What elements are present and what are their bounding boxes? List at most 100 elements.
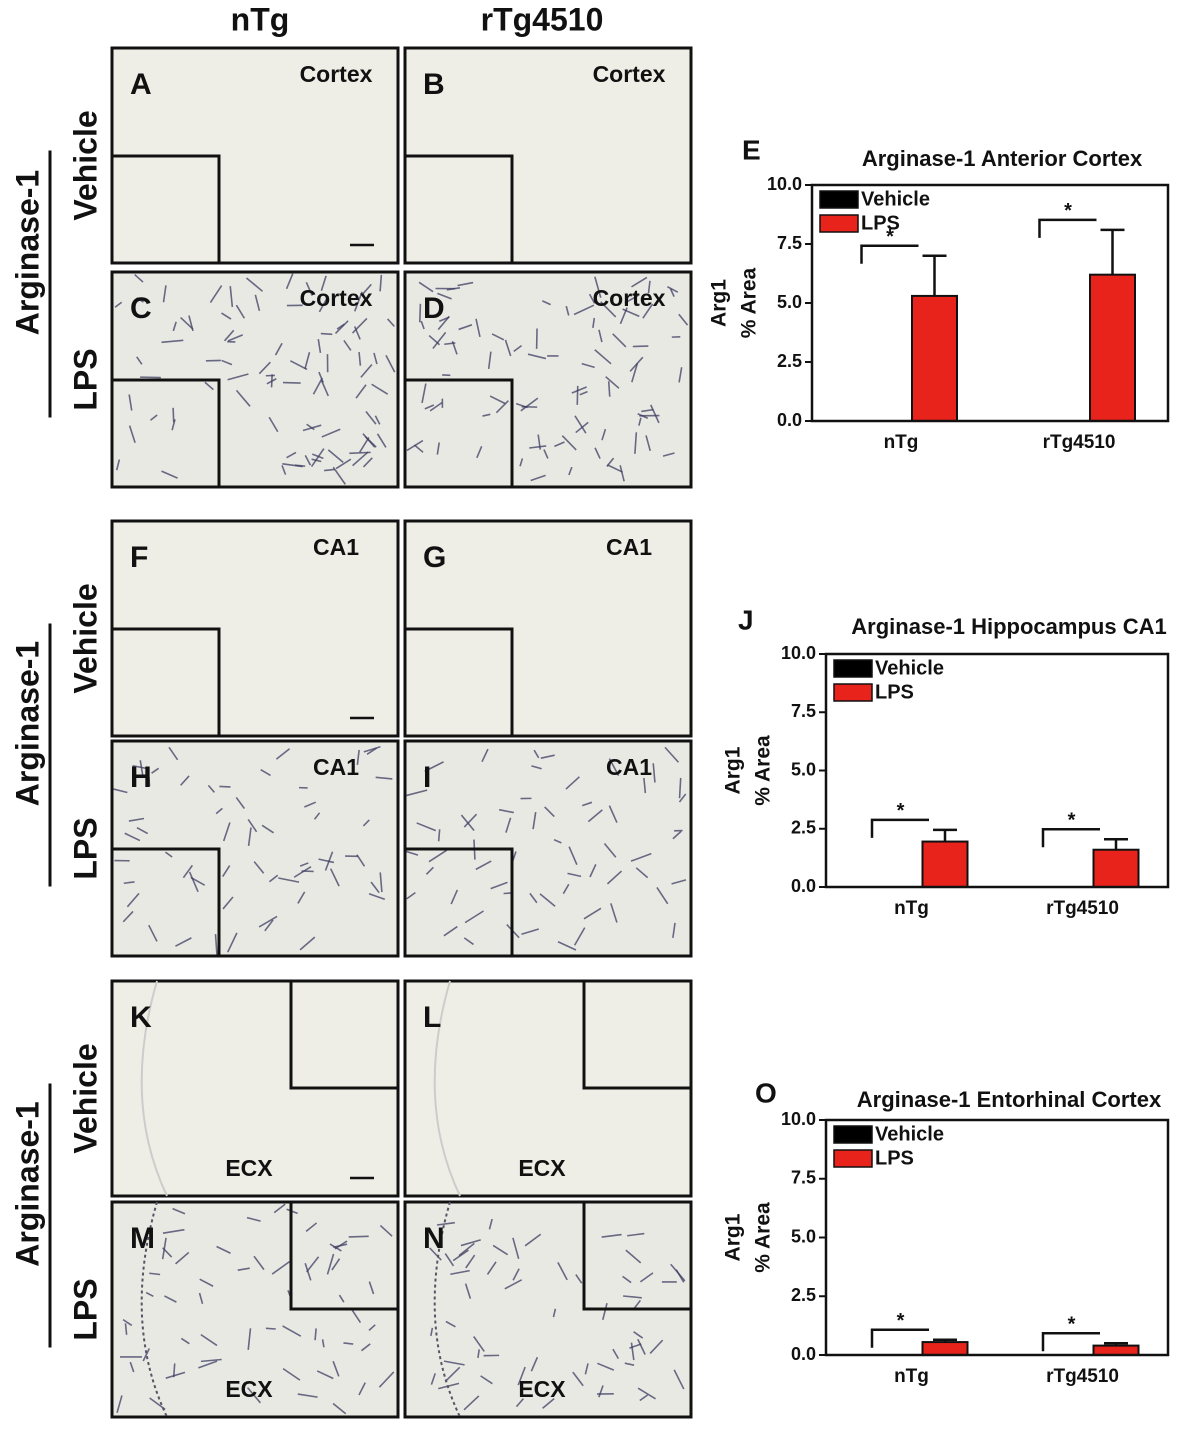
- inset: [403, 154, 514, 265]
- stained-cell: [639, 1272, 654, 1283]
- stained-cell: [356, 854, 366, 867]
- bar: [911, 294, 958, 423]
- stained-cell: [598, 1385, 604, 1398]
- stained-cell: [428, 849, 448, 863]
- stained-cell: [669, 288, 675, 297]
- stained-cell: [334, 320, 349, 335]
- row-label: LPS: [67, 817, 103, 879]
- stained-cell: [136, 297, 144, 303]
- stained-cell: [378, 1371, 395, 1388]
- stained-cell: [268, 416, 279, 433]
- stained-cell: [437, 829, 441, 842]
- stained-cell: [430, 1373, 436, 1385]
- stained-cell: [222, 896, 234, 910]
- row-label: LPS: [67, 1278, 103, 1340]
- stained-cell: [480, 1375, 493, 1385]
- stained-cell: [643, 777, 647, 794]
- y-axis-label: Arg1: [722, 1213, 745, 1261]
- legend-label: Vehicle: [875, 1123, 944, 1145]
- stained-cell: [642, 303, 654, 319]
- stained-cell: [353, 291, 363, 312]
- stained-cell: [207, 784, 216, 793]
- y-tick-label: 2.5: [777, 351, 802, 371]
- stained-cell: [286, 451, 297, 459]
- stained-cell: [370, 881, 380, 894]
- stained-cell: [333, 1243, 348, 1249]
- stained-cell: [368, 893, 386, 901]
- stained-cell: [297, 891, 306, 904]
- stained-cell: [293, 866, 312, 878]
- stained-cell: [182, 864, 194, 879]
- stained-cell: [603, 842, 617, 858]
- y-tick-label: 10.0: [767, 174, 802, 194]
- stained-cell: [610, 903, 618, 923]
- stained-cell: [619, 307, 628, 325]
- stained-cell: [297, 1393, 318, 1398]
- stained-cell: [227, 334, 244, 342]
- stained-cell: [321, 428, 341, 438]
- stained-cell: [641, 408, 654, 413]
- stained-cell: [278, 877, 300, 883]
- stained-cell: [662, 452, 675, 457]
- stained-cell: [678, 793, 687, 803]
- significance: *: [897, 800, 905, 822]
- stained-cell: [413, 444, 424, 453]
- plot-frame: [810, 183, 1170, 423]
- stained-cell: [366, 747, 378, 755]
- stained-cell: [608, 758, 620, 776]
- stained-cell: [492, 1244, 509, 1256]
- stained-cell: [246, 1387, 261, 1404]
- stained-cell: [608, 805, 618, 823]
- y-axis-label: Arg1: [708, 279, 731, 327]
- tissue-edge: [140, 980, 168, 1197]
- stained-cell: [521, 928, 540, 936]
- stained-cell: [338, 1294, 345, 1303]
- stained-cell: [335, 458, 352, 470]
- stained-cell: [445, 1320, 456, 1328]
- legend-label: LPS: [875, 681, 914, 703]
- stained-cell: [379, 872, 383, 893]
- error-bar: [933, 1338, 957, 1343]
- stained-cell: [458, 1242, 475, 1257]
- stained-cell: [406, 891, 416, 900]
- stained-cell: [488, 1218, 493, 1230]
- stained-cell: [634, 432, 638, 454]
- legend-swatch: [819, 214, 859, 233]
- stained-cell: [282, 381, 301, 384]
- significance: *: [1068, 810, 1076, 832]
- inset: [110, 847, 221, 958]
- stained-cell: [223, 329, 235, 342]
- inset: [110, 378, 221, 489]
- stained-cell: [258, 361, 271, 375]
- stained-cell: [316, 1370, 334, 1380]
- stained-cell: [209, 285, 223, 304]
- stained-cell: [165, 1371, 186, 1379]
- stained-cell: [172, 407, 175, 423]
- stained-cell: [190, 876, 206, 886]
- stained-cell: [358, 351, 362, 366]
- region-label: Cortex: [300, 285, 373, 311]
- inset: [403, 627, 514, 738]
- tissue-edge: [140, 1201, 168, 1418]
- stained-cell: [573, 927, 586, 946]
- stained-cell: [198, 1360, 218, 1369]
- stained-cell: [678, 777, 682, 799]
- inset: [110, 627, 221, 738]
- stained-cell: [638, 417, 642, 426]
- stained-cell: [629, 1343, 642, 1349]
- stained-cell: [352, 451, 369, 467]
- bar: [921, 840, 969, 889]
- micrograph: [403, 519, 693, 738]
- region-label: ECX: [225, 1155, 273, 1181]
- inset: [289, 979, 400, 1090]
- stained-cell: [304, 352, 311, 370]
- panel-letter: I: [423, 761, 431, 794]
- stained-cell: [247, 818, 258, 833]
- stained-cell: [365, 410, 377, 425]
- stained-cell: [505, 817, 512, 833]
- stained-cell: [320, 275, 327, 291]
- stained-cell: [332, 466, 346, 485]
- stained-cell: [631, 276, 648, 288]
- legend-label: Vehicle: [875, 657, 944, 679]
